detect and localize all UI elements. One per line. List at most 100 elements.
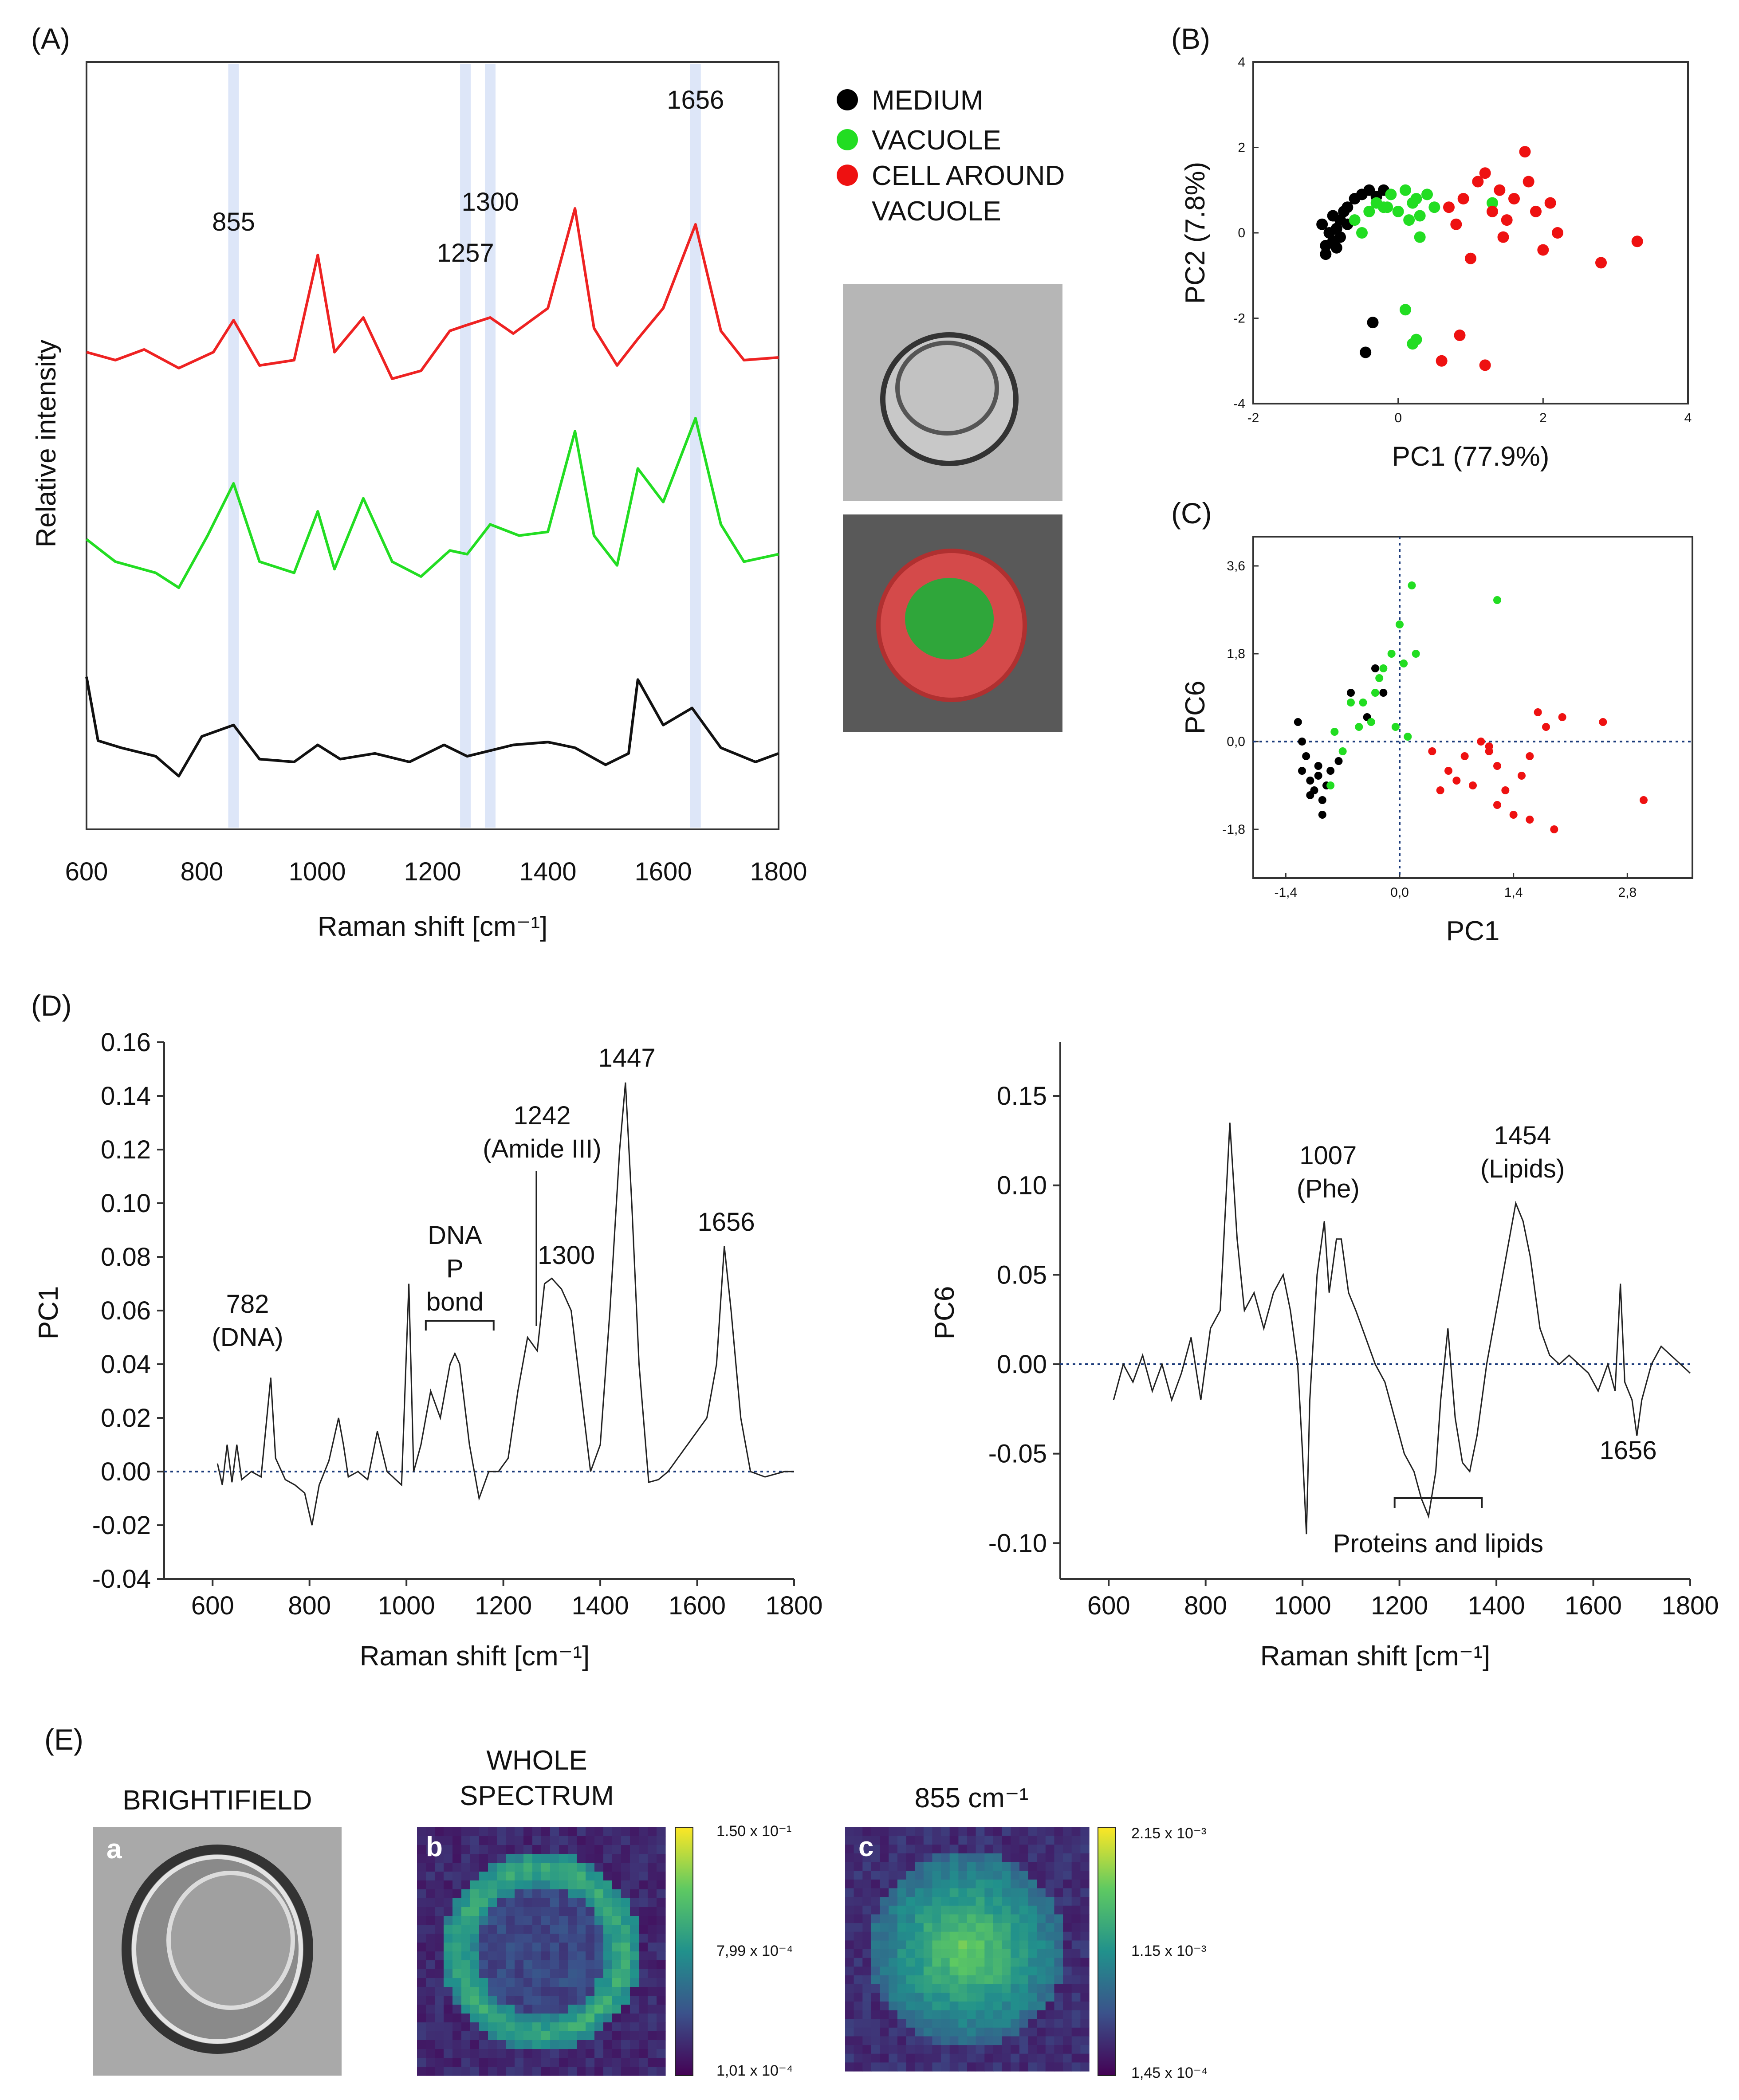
heatmap-cell (550, 1836, 559, 1845)
heatmap-cell (897, 2027, 907, 2037)
heatmap-cell (862, 1905, 872, 1915)
heatmap-cell (1080, 2036, 1090, 2045)
heatmap-cell (559, 1827, 568, 1837)
heatmap-cell (845, 1993, 854, 2002)
heatmap-cell (577, 1898, 586, 1908)
heatmap-cell (657, 1880, 666, 1890)
heatmap-cell (923, 2062, 933, 2072)
heatmap-cell (862, 1949, 872, 1959)
heatmap-cell (993, 1897, 1003, 1906)
heatmap-cell (550, 1951, 559, 1961)
heatmap-cell (862, 1940, 872, 1950)
heatmap-cell (577, 1827, 586, 1837)
heatmap-cell (568, 2005, 577, 2014)
heatmap-cell (984, 1862, 994, 1871)
scatter-point (1509, 811, 1518, 819)
scatter-point (1436, 786, 1444, 794)
heatmap-cell (1063, 1967, 1072, 1976)
heatmap-cell (452, 1969, 462, 1978)
heatmap-cell (845, 2062, 854, 2072)
scatter-point (1356, 227, 1368, 239)
heatmap-cell (906, 1958, 915, 1967)
scatter-point (1326, 781, 1335, 789)
heatmap-cell (949, 2062, 959, 2072)
annotation: 1656 (1600, 1436, 1657, 1465)
heatmap-cell (426, 1996, 435, 2005)
heatmap-cell (915, 1914, 924, 1923)
heatmap-cell (854, 1897, 863, 1906)
heatmap-cell (1045, 1836, 1055, 1845)
heatmap-cell (1045, 1914, 1055, 1923)
heatmap-cell (594, 2058, 604, 2067)
x-tick-label: 1800 (1661, 1591, 1719, 1620)
heatmap-cell (958, 2053, 968, 2063)
heatmap-cell (1080, 1923, 1090, 1932)
heatmap-cell (1045, 1975, 1055, 1985)
heatmap-cell (630, 2005, 639, 2014)
heatmap-cell (1019, 2027, 1029, 2037)
heatmap-cell (949, 1836, 959, 1845)
heatmap-cell (1054, 1975, 1063, 1985)
heatmap-cell (612, 1827, 622, 1837)
heatmap-cell (577, 1978, 586, 1987)
heatmap-cell (612, 1889, 622, 1899)
heatmap-cell (854, 1993, 863, 2002)
heatmap-cell (541, 1943, 551, 1952)
heatmap-cell (612, 2049, 622, 2058)
heatmap-cell (889, 1888, 898, 1897)
heatmap-cell (906, 1931, 915, 1941)
heatmap-cell (603, 1854, 613, 1863)
panel-d2-xlabel: Raman shift [cm⁻¹] (1260, 1641, 1491, 1672)
heatmap-cell (1045, 1845, 1055, 1854)
heatmap-cell (648, 2049, 657, 2058)
heatmap-cell (906, 2062, 915, 2072)
heatmap-cell (594, 1863, 604, 1872)
heatmap-cell (479, 2014, 488, 2023)
heatmap-cell (993, 1871, 1003, 1880)
heatmap-cell (941, 1862, 950, 1871)
heatmap-cell (871, 1845, 881, 1854)
heatmap-cell (488, 2040, 497, 2049)
heatmap-cell (630, 1845, 639, 1854)
heatmap-cell (923, 1853, 933, 1863)
heatmap-cell (444, 1987, 453, 1996)
heatmap-cell (435, 2067, 444, 2076)
heatmap-cell (976, 1871, 985, 1880)
heatmap-cell (417, 1978, 426, 1987)
heatmap-cell (559, 2022, 568, 2032)
heatmap-cell (541, 1845, 551, 1854)
x-tick-label: 600 (1087, 1591, 1130, 1620)
heatmap-cell (854, 2053, 863, 2063)
heatmap-cell (612, 1943, 622, 1952)
heatmap-cell (958, 1949, 968, 1959)
heatmap-cell (1045, 1888, 1055, 1897)
heatmap-cell (452, 1872, 462, 1881)
heatmap-cell (949, 2045, 959, 2054)
heatmap-cell (1071, 1975, 1081, 1985)
heatmap-cell (880, 2019, 889, 2028)
heatmap-cell (1028, 1984, 1037, 1993)
panel-d-pc6: 600 800 1000 1200 1400 1600 1800-0.10-0.050.00… (929, 1042, 1719, 1672)
heatmap-cell (1011, 2001, 1020, 2011)
heatmap-cell (923, 2001, 933, 2011)
heatmap-cell (577, 1872, 586, 1881)
heatmap-cell (532, 1854, 542, 1863)
heatmap-cell (1028, 2045, 1037, 2054)
heatmap-cell (1063, 1827, 1072, 1837)
heatmap-cell (497, 1880, 506, 1890)
heatmap-cell (845, 1862, 854, 1871)
heatmap-cell (568, 1934, 577, 1943)
heatmap-cell (1071, 2036, 1081, 2045)
heatmap-cell (880, 2027, 889, 2037)
heatmap-cell (515, 1872, 524, 1881)
heatmap-cell (923, 1923, 933, 1932)
heatmap-cell (435, 1969, 444, 1978)
scatter-point (1454, 330, 1466, 341)
heatmap-cell (461, 2058, 471, 2067)
heatmap-cell (1019, 2001, 1029, 2011)
heatmap-cell (1037, 2010, 1046, 2019)
heatmap-cell (594, 1845, 604, 1854)
heatmap-cell (515, 2022, 524, 2032)
